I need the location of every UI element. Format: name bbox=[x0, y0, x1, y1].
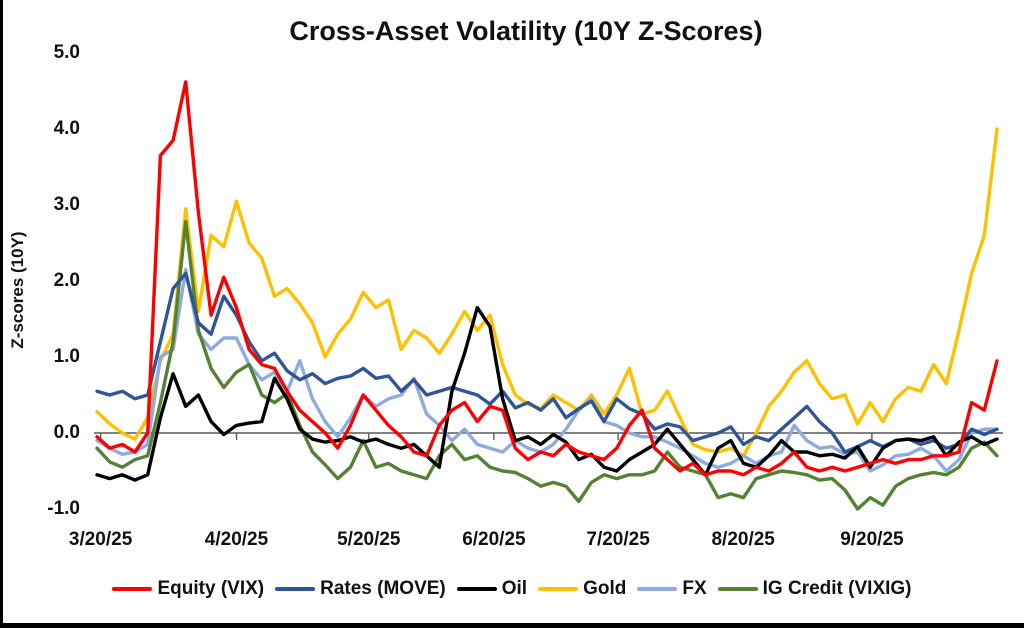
x-tick-label: 4/20/25 bbox=[204, 529, 269, 550]
legend-swatch-fx-icon bbox=[637, 586, 678, 592]
legend-label-fx: FX bbox=[682, 578, 707, 599]
y-tick-label: 4.0 bbox=[53, 118, 80, 139]
series-line-equity-vix bbox=[95, 80, 999, 477]
legend-label-oil: Oil bbox=[501, 578, 528, 599]
legend-label-equity: Equity (VIX) bbox=[157, 578, 265, 599]
legend-label-igcredit: IG Credit (VIXIG) bbox=[762, 578, 912, 599]
y-tick-label: 5.0 bbox=[53, 42, 80, 63]
legend-item-fx: FX bbox=[637, 578, 707, 600]
legend-swatch-igcredit-icon bbox=[717, 586, 758, 592]
legend-label-gold: Gold bbox=[583, 578, 627, 599]
legend-swatch-gold-icon bbox=[538, 586, 579, 592]
y-tick-label: 0.0 bbox=[53, 422, 80, 443]
x-tick-label: 7/20/25 bbox=[586, 529, 650, 550]
legend-item-oil: Oil bbox=[456, 578, 528, 600]
x-tick-label: 8/20/25 bbox=[711, 529, 775, 550]
series-line-oil bbox=[95, 305, 999, 482]
x-tick-label: 3/20/25 bbox=[68, 529, 133, 550]
legend-item-igcredit: IG Credit (VIXIG) bbox=[717, 578, 912, 600]
x-tick-label: 6/20/25 bbox=[462, 529, 526, 550]
y-tick-label: -1.0 bbox=[47, 498, 80, 519]
y-tick-label: 3.0 bbox=[53, 194, 80, 215]
series-line-ig-credit-vixig bbox=[95, 219, 999, 511]
left-border-bar bbox=[0, 0, 3, 628]
series-line-gold bbox=[95, 127, 999, 458]
chart-title: Cross-Asset Volatility (10Y Z-Scores) bbox=[289, 16, 763, 46]
y-tick-label: 2.0 bbox=[53, 270, 80, 291]
legend-item-gold: Gold bbox=[538, 578, 626, 600]
bottom-border-bar bbox=[0, 623, 1024, 628]
y-tick-label: 1.0 bbox=[53, 346, 80, 367]
x-tick-label: 5/20/25 bbox=[337, 529, 401, 550]
legend-swatch-rates-icon bbox=[275, 586, 316, 592]
legend: Equity (VIX) Rates (MOVE) Oil Gold FX IG… bbox=[0, 578, 1024, 600]
legend-swatch-oil-icon bbox=[456, 586, 497, 592]
legend-label-rates: Rates (MOVE) bbox=[320, 578, 446, 599]
x-tick-label: 9/20/25 bbox=[840, 529, 904, 550]
legend-swatch-equity-icon bbox=[112, 586, 153, 592]
legend-item-rates: Rates (MOVE) bbox=[275, 578, 446, 600]
legend-item-equity: Equity (VIX) bbox=[112, 578, 264, 600]
